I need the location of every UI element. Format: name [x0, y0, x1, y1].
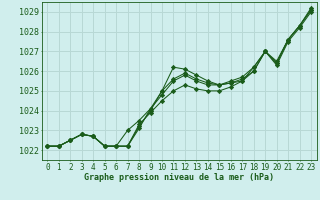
X-axis label: Graphe pression niveau de la mer (hPa): Graphe pression niveau de la mer (hPa)	[84, 173, 274, 182]
